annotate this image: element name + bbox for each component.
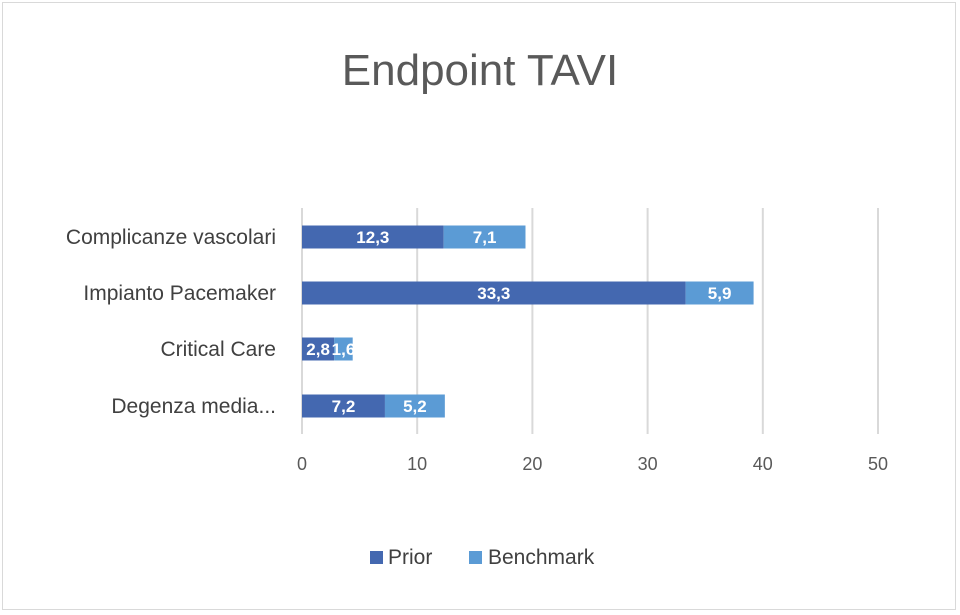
data-label: 33,3 <box>477 284 510 303</box>
legend: Prior Benchmark <box>370 546 595 569</box>
bars: 12,3 7,1 33,3 5,9 2,8 1,6 7,2 5,2 <box>302 225 754 418</box>
x-tick-label: 10 <box>407 454 427 474</box>
data-label: 7,2 <box>332 397 356 416</box>
tick-labels: 0 10 20 30 40 50 <box>297 454 888 474</box>
bar-benchmark <box>685 281 754 305</box>
x-tick-label: 40 <box>753 454 773 474</box>
legend-label: Prior <box>388 546 432 569</box>
bar-prior <box>302 337 335 361</box>
data-label: 1,6 <box>332 340 356 359</box>
chart-title: Endpoint TAVI <box>342 46 618 95</box>
x-tick-label: 50 <box>868 454 888 474</box>
bar-benchmark <box>384 394 445 418</box>
data-label: 12,3 <box>356 228 389 247</box>
x-tick-label: 20 <box>522 454 542 474</box>
legend-label: Benchmark <box>488 546 595 569</box>
bar-prior <box>302 225 444 249</box>
bar-benchmark <box>334 337 353 361</box>
x-tick-label: 0 <box>297 454 307 474</box>
category-labels: Complicanze vascolari Impianto Pacemaker C… <box>66 226 276 418</box>
data-label: 5,9 <box>708 284 732 303</box>
bar-benchmark <box>443 225 526 249</box>
category-label: Impianto Pacemaker <box>83 282 276 305</box>
x-tick-label: 30 <box>638 454 658 474</box>
data-label: 2,8 <box>306 340 330 359</box>
legend-swatch-prior <box>370 551 383 564</box>
bar-prior <box>302 281 686 305</box>
data-label: 5,2 <box>403 397 427 416</box>
bar-prior <box>302 394 385 418</box>
category-label: Critical Care <box>160 338 276 361</box>
data-label: 7,1 <box>473 228 497 247</box>
category-label: Complicanze vascolari <box>66 226 276 249</box>
category-label: Degenza media... <box>111 395 276 418</box>
legend-swatch-benchmark <box>469 551 482 564</box>
